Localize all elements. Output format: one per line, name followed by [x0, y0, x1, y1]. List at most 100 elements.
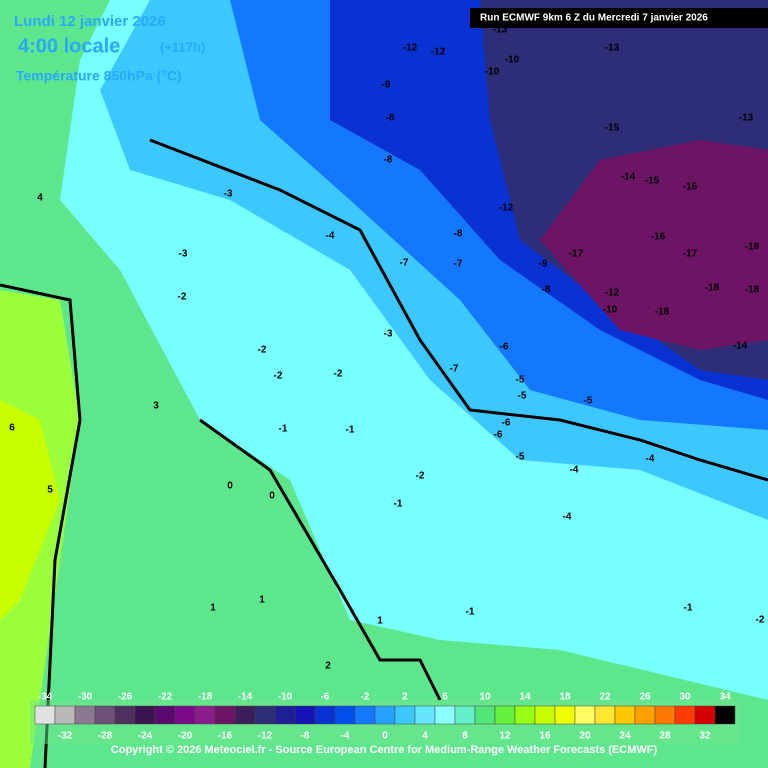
map-labels: -12 -12-13-10-10-13-15-13-14 -15-16-12-16-…	[9, 25, 765, 672]
scale-swatch	[434, 705, 456, 725]
scale-swatch	[234, 705, 256, 725]
scale-swatch	[114, 705, 136, 725]
run-info: Run ECMWF 9km 6 Z du Mercredi 7 janvier …	[480, 13, 708, 24]
scale-label-bottom: 20	[579, 731, 591, 742]
contour-label: -15	[645, 176, 660, 187]
scale-label-bottom: 0	[382, 731, 388, 742]
scale-label-top: -22	[158, 692, 173, 703]
contour-label: -5	[518, 391, 527, 402]
contour-label: -18	[745, 242, 760, 253]
scale-label-bottom: 4	[422, 731, 428, 742]
scale-label-top: -10	[278, 692, 293, 703]
contour-label: -9	[539, 259, 548, 270]
scale-label-top: 14	[519, 692, 531, 703]
scale-label-top: 18	[559, 692, 571, 703]
date: Lundi 12 janvier 2026	[14, 13, 166, 30]
scale-label-top: 2	[402, 692, 408, 703]
contour-label: -8	[542, 285, 551, 296]
contour-label: 3	[153, 401, 159, 412]
contour-label: -6	[500, 342, 509, 353]
warm-core	[0, 400, 60, 620]
scale-swatch	[394, 705, 416, 725]
field: Température 850hPa (°C)	[16, 68, 182, 84]
scale-swatch	[334, 705, 356, 725]
contour-label: -5	[516, 375, 525, 386]
scale-swatch	[94, 705, 116, 725]
scale-swatch	[414, 705, 436, 725]
run-box	[470, 8, 768, 28]
isotherm	[199, 418, 442, 701]
scale-swatch	[314, 705, 336, 725]
scale-swatch	[654, 705, 676, 725]
scale-swatch	[154, 705, 176, 725]
scale-label-bottom: 28	[659, 731, 671, 742]
scale-swatch	[554, 705, 576, 725]
contour-label: -1	[466, 607, 475, 618]
contour-label: -13	[739, 113, 754, 124]
scale-swatch	[714, 705, 736, 725]
contour-label: -8	[384, 155, 393, 166]
contour-label: -3	[224, 189, 233, 200]
scale-label-top: 6	[442, 692, 448, 703]
scale-label-bottom: -20	[178, 731, 193, 742]
scale-swatch	[494, 705, 516, 725]
contour-label: -3	[384, 329, 393, 340]
scale-label-bottom: 32	[699, 731, 711, 742]
scale-label-bottom: -32	[58, 731, 73, 742]
scale-swatch	[354, 705, 376, 725]
scale-label-top: -6	[321, 692, 330, 703]
contour-label: -12	[431, 47, 446, 58]
contour-label: -6	[502, 418, 511, 429]
contour-label: -13	[605, 43, 620, 54]
scale-swatch	[514, 705, 536, 725]
scale-swatch	[214, 705, 236, 725]
contour-label: -17	[569, 249, 584, 260]
scale-label-top: 34	[719, 692, 731, 703]
scale-swatch	[474, 705, 496, 725]
contour-label: -4	[646, 454, 655, 465]
scale-label-top: -2	[361, 692, 370, 703]
contour-label: -12	[499, 203, 514, 214]
contour-label: -16	[651, 232, 666, 243]
contour-label: -4	[563, 512, 572, 523]
contour-label: -1	[394, 499, 403, 510]
contour-label: 1	[210, 603, 216, 614]
scale-swatch	[74, 705, 96, 725]
contour-label: -16	[683, 182, 698, 193]
scale-swatch	[634, 705, 656, 725]
scale-label-bottom: -4	[341, 731, 350, 742]
scale-label-bottom: 8	[462, 731, 468, 742]
contour-label: 4	[37, 193, 43, 204]
contour-label: -18	[745, 285, 760, 296]
scale-swatch	[594, 705, 616, 725]
contour-label: -10	[603, 305, 618, 316]
scale-label-bottom: 12	[499, 731, 511, 742]
scale-swatch	[254, 705, 276, 725]
contour-label: -2	[334, 369, 343, 380]
scale-label-top: 26	[639, 692, 651, 703]
contour-label: -13	[493, 25, 508, 36]
contour-label: -7	[454, 259, 463, 270]
scale-swatch	[614, 705, 636, 725]
scale-label-top: -26	[118, 692, 133, 703]
contour-label: -1	[279, 424, 288, 435]
scale-label-bottom: -16	[218, 731, 233, 742]
contour-label: 1	[259, 595, 265, 606]
contour-label: -2	[756, 615, 765, 626]
contour-label: -17	[683, 249, 698, 260]
scale-swatch	[694, 705, 716, 725]
scale-label-top: -30	[78, 692, 93, 703]
contour-label: -6	[494, 430, 503, 441]
scale-swatch	[174, 705, 196, 725]
contour-label: -12	[605, 288, 620, 299]
scale-swatch	[54, 705, 76, 725]
scale-label-top: 22	[599, 692, 611, 703]
scale-label-top: -14	[238, 692, 253, 703]
contour-label: 1	[377, 616, 383, 627]
contour-label: -7	[400, 258, 409, 269]
zero-contour	[0, 283, 82, 768]
contour-label: -7	[450, 364, 459, 375]
scale-swatch	[134, 705, 156, 725]
scale-swatch	[194, 705, 216, 725]
scale-swatch	[574, 705, 596, 725]
